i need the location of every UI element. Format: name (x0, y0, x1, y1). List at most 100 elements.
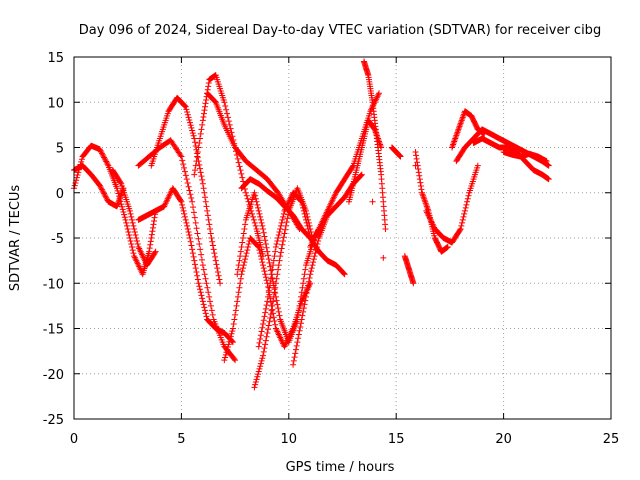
data-point-interp (148, 231, 155, 238)
data-point-interp (149, 224, 156, 231)
data-point-interp (206, 293, 213, 300)
data-point-interp (101, 155, 108, 162)
data-point-interp (100, 153, 107, 160)
data-point-interp (193, 158, 200, 165)
data-point-interp (126, 231, 133, 238)
data-point-interp (416, 176, 423, 183)
data-point-interp (194, 154, 201, 161)
data-point-interp (98, 149, 105, 156)
data-point-interp (269, 266, 276, 273)
data-point (341, 271, 348, 278)
data-point-interp (305, 282, 312, 289)
data-point-interp (186, 231, 193, 238)
data-point-interp (196, 139, 203, 146)
data-point-interp (198, 126, 205, 133)
data-point-interp (182, 172, 189, 179)
data-point-interp (202, 100, 209, 107)
data-point-interp (234, 298, 241, 305)
data-point-interp (237, 167, 244, 174)
data-point-interp (280, 210, 287, 217)
data-point-interp (291, 354, 298, 361)
data-point-interp (147, 238, 154, 245)
data-point-interp (184, 109, 191, 116)
data-point-interp (183, 176, 190, 183)
data-point-interp (271, 253, 278, 260)
data-point-interp (151, 218, 158, 225)
data-point-interp (299, 312, 306, 319)
data-point-interp (207, 302, 214, 309)
x-tick-label: 0 (70, 432, 78, 447)
data-point-interp (270, 262, 277, 269)
data-point-interp (128, 244, 135, 251)
data-point-interp (251, 219, 258, 226)
data-point-interp (201, 107, 208, 114)
data-point-interp (229, 328, 236, 335)
data-point-interp (262, 241, 269, 248)
data-point-interp (242, 256, 249, 263)
data-point-interp (198, 173, 205, 180)
data-point-interp (202, 275, 209, 282)
data-point-interp (310, 256, 317, 263)
data-point-interp (277, 222, 284, 229)
data-point-interp (202, 103, 209, 110)
data-point-interp (194, 230, 201, 237)
data-point-interp (209, 242, 216, 249)
data-point-interp (262, 271, 269, 278)
data-point-interp (200, 110, 207, 117)
data-point-interp (301, 301, 308, 308)
data-point-interp (234, 266, 241, 273)
data-point-interp (201, 189, 208, 196)
data-point-interp (181, 103, 188, 110)
data-point-interp (259, 222, 266, 229)
data-point-interp (128, 216, 135, 223)
data-point-interp (252, 222, 259, 229)
data-point-interp (302, 293, 309, 300)
data-point-interp (181, 168, 188, 175)
data-point-interp (315, 238, 322, 245)
data-point-interp (193, 268, 200, 275)
data-point (474, 162, 481, 169)
data-point-interp (199, 176, 206, 183)
y-tick-label: -10 (43, 277, 64, 292)
data-point-interp (204, 212, 211, 219)
data-point-interp (300, 305, 307, 312)
data-point (255, 343, 262, 350)
data-point-interp (270, 314, 277, 321)
data-point-interp (237, 248, 244, 255)
data-point (376, 90, 383, 97)
data-point (298, 198, 305, 205)
data-point-interp (234, 293, 241, 300)
data-point-interp (214, 265, 221, 272)
data-point-interp (203, 96, 210, 103)
data-point-interp (269, 302, 276, 309)
data-point-interp (263, 302, 270, 309)
data-point (545, 176, 552, 183)
data-point-interp (198, 256, 205, 263)
data-point-interp (256, 210, 263, 217)
data-point-interp (179, 204, 186, 211)
data-point-interp (300, 308, 307, 315)
data-point (397, 153, 404, 160)
data-point-interp (461, 210, 468, 217)
data-point-interp (123, 219, 130, 226)
data-point-interp (253, 198, 260, 205)
data-point-interp (263, 244, 270, 251)
data-point-interp (301, 210, 308, 217)
data-point-interp (205, 289, 212, 296)
data-point-interp (243, 192, 250, 199)
data-point-interp (185, 114, 192, 121)
data-point-interp (257, 216, 264, 223)
data-point-interp (309, 262, 316, 269)
data-point-interp (273, 297, 280, 304)
data-point-interp (258, 219, 265, 226)
data-point-interp (231, 316, 238, 323)
data-point-interp (197, 135, 204, 142)
data-point-interp (127, 210, 134, 217)
data-point-interp (223, 349, 230, 356)
data-point-interp (193, 225, 200, 232)
data-point-interp (203, 203, 210, 210)
data-point-interp (308, 265, 315, 272)
data-point-interp (200, 113, 207, 120)
data-point-interp (298, 289, 305, 296)
data-point-interp (201, 271, 208, 278)
